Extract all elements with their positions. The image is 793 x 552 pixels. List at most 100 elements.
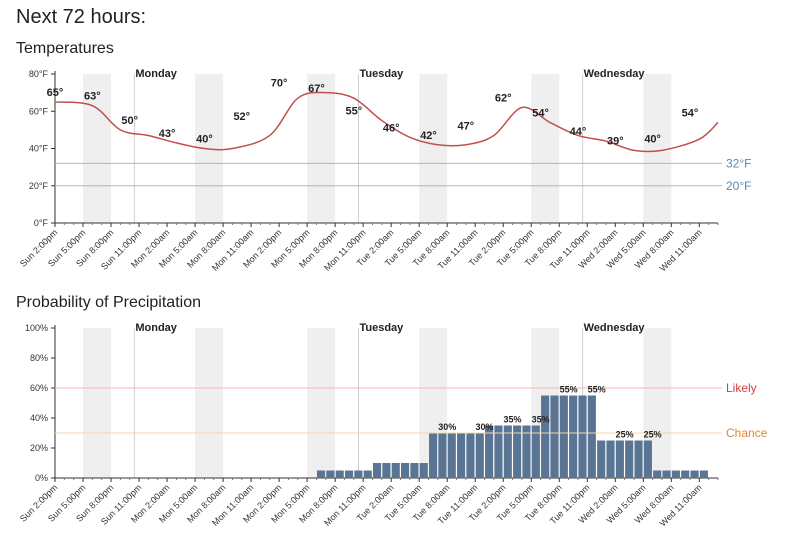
precipitation-bar bbox=[569, 395, 578, 478]
precipitation-bar bbox=[699, 470, 708, 478]
night-band bbox=[83, 328, 112, 478]
day-label: Wednesday bbox=[584, 322, 646, 334]
precipitation-bar bbox=[447, 433, 456, 478]
precipitation-bar bbox=[653, 470, 662, 478]
precipitation-bar bbox=[550, 395, 559, 478]
precipitation-bar bbox=[410, 463, 419, 478]
y-tick-label: 100% bbox=[25, 323, 48, 333]
temperature-data-label: 39° bbox=[607, 135, 624, 147]
page-title: Next 72 hours: bbox=[16, 6, 147, 28]
precipitation-bar bbox=[634, 440, 643, 478]
day-label: Monday bbox=[135, 322, 177, 334]
precipitation-data-label: 30% bbox=[438, 422, 456, 432]
precipitation-bar bbox=[578, 395, 587, 478]
temperature-data-label: 40° bbox=[196, 134, 213, 146]
temperature-data-label: 44° bbox=[570, 126, 587, 138]
precipitation-bar bbox=[662, 470, 671, 478]
precipitation-data-label: 35% bbox=[504, 415, 522, 425]
precipitation-bar bbox=[438, 433, 447, 478]
precipitation-bar bbox=[671, 470, 680, 478]
precipitation-bar bbox=[513, 425, 522, 478]
precipitation-bar bbox=[335, 470, 344, 478]
day-label: Tuesday bbox=[359, 322, 404, 334]
temperature-data-label: 50° bbox=[121, 115, 138, 127]
precipitation-bar bbox=[531, 425, 540, 478]
precipitation-data-label: 30% bbox=[476, 422, 494, 432]
temperature-data-label: 54° bbox=[682, 107, 699, 119]
precipitation-bar bbox=[606, 440, 615, 478]
temperature-data-label: 52° bbox=[233, 111, 250, 123]
night-band bbox=[419, 74, 448, 223]
precipitation-data-label: 55% bbox=[560, 385, 578, 395]
precipitation-bar bbox=[681, 470, 690, 478]
night-band bbox=[643, 74, 672, 223]
precipitation-bar bbox=[503, 425, 512, 478]
y-tick-label: 20% bbox=[30, 443, 48, 453]
y-tick-label: 20°F bbox=[29, 181, 49, 191]
precipitation-bar bbox=[559, 395, 568, 478]
precipitation-bar bbox=[326, 470, 335, 478]
precipitation-bar bbox=[354, 470, 363, 478]
y-tick-label: 60% bbox=[30, 383, 48, 393]
temperature-data-label: 43° bbox=[159, 128, 176, 140]
precipitation-data-label: 25% bbox=[644, 430, 662, 440]
night-band bbox=[531, 74, 560, 223]
precipitation-bar bbox=[485, 425, 494, 478]
temperature-data-label: 70° bbox=[271, 78, 288, 90]
y-tick-label: 40% bbox=[30, 413, 48, 423]
precipitation-bar bbox=[494, 425, 503, 478]
y-tick-label: 40°F bbox=[29, 144, 49, 154]
precipitation-bar bbox=[522, 425, 531, 478]
y-tick-label: 80°F bbox=[29, 69, 49, 79]
temperature-data-label: 40° bbox=[644, 134, 661, 146]
precipitation-bar bbox=[316, 470, 326, 478]
temperature-line bbox=[54, 91, 719, 153]
precipitation-bar bbox=[457, 433, 466, 478]
y-tick-label: 0% bbox=[35, 473, 48, 483]
precipitation-bar bbox=[382, 463, 391, 478]
precipitation-bar bbox=[391, 463, 400, 478]
precipitation-chart-title: Probability of Precipitation bbox=[16, 294, 201, 311]
precipitation-bar bbox=[363, 470, 372, 478]
precipitation-bar bbox=[419, 463, 428, 478]
precip-reference-label: Likely bbox=[726, 381, 757, 395]
precipitation-bar bbox=[401, 463, 410, 478]
temperature-data-label: 46° bbox=[383, 122, 400, 134]
temperature-chart: Monday Tuesday Wednesday 0°F 20°F 40°F 60°F 80°… bbox=[18, 68, 751, 273]
night-band bbox=[307, 74, 336, 223]
precipitation-bar bbox=[372, 463, 382, 478]
precipitation-bar bbox=[541, 395, 550, 478]
day-label: Wednesday bbox=[584, 68, 646, 80]
precipitation-bar bbox=[690, 470, 699, 478]
night-band bbox=[195, 328, 224, 478]
temperature-data-label: 54° bbox=[532, 107, 549, 119]
precipitation-bar bbox=[429, 433, 438, 478]
precipitation-bar bbox=[344, 470, 354, 478]
precipitation-bar bbox=[615, 440, 624, 478]
precipitation-bar bbox=[466, 433, 475, 478]
temperature-data-label: 62° bbox=[495, 93, 512, 105]
y-tick-label: 60°F bbox=[29, 106, 49, 116]
precipitation-data-label: 25% bbox=[616, 430, 634, 440]
y-tick-label: 80% bbox=[30, 353, 48, 363]
precipitation-data-label: 55% bbox=[588, 385, 606, 395]
temperature-data-label: 67° bbox=[308, 83, 325, 95]
temp-reference-label: 32°F bbox=[726, 156, 751, 170]
day-label: Monday bbox=[135, 68, 177, 80]
temperature-data-label: 65° bbox=[47, 87, 64, 99]
precip-reference-label: Chance bbox=[726, 426, 768, 440]
y-tick-label: 0°F bbox=[34, 218, 49, 228]
night-band bbox=[83, 74, 112, 223]
temperature-chart-title: Temperatures bbox=[16, 40, 114, 57]
temperature-data-label: 55° bbox=[345, 106, 362, 118]
precipitation-bar bbox=[597, 440, 606, 478]
temperature-data-label: 42° bbox=[420, 130, 437, 142]
day-label: Tuesday bbox=[359, 68, 404, 80]
precipitation-bar bbox=[625, 440, 634, 478]
precipitation-bar bbox=[587, 395, 596, 478]
night-band bbox=[307, 328, 336, 478]
temp-reference-label: 20°F bbox=[726, 179, 751, 193]
temperature-data-label: 47° bbox=[458, 120, 475, 132]
precipitation-bar bbox=[475, 433, 484, 478]
